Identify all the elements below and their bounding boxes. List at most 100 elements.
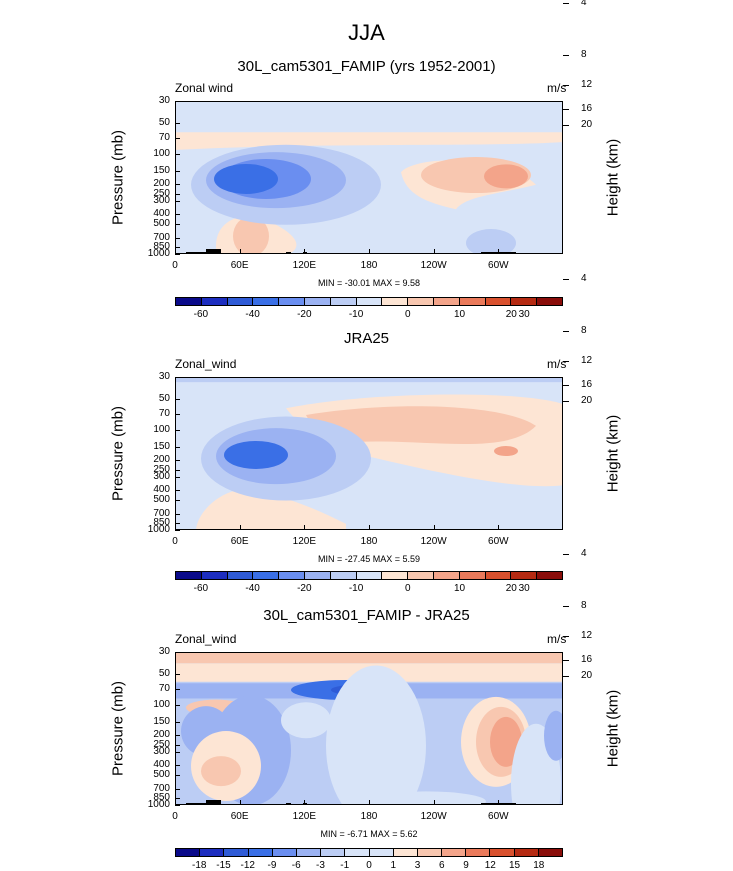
- height-tick-label: 8: [581, 600, 587, 612]
- colorbar-box: [356, 298, 383, 305]
- colorbar-label: 30: [518, 309, 530, 320]
- variable-label: Zonal_wind: [175, 357, 237, 371]
- height-tick-label: 20: [581, 669, 593, 681]
- height-tick-mark: [563, 400, 569, 402]
- colorbar-label: 6: [438, 860, 445, 871]
- contour-max-region: [490, 716, 522, 767]
- colorbar-label: 10: [453, 583, 466, 594]
- colorbar-box: [321, 849, 346, 856]
- height-axis-label: Height (km): [604, 138, 622, 216]
- y-tick-mark: [175, 377, 180, 378]
- y-tick-mark: [175, 789, 180, 791]
- colorbar-label: 20: [505, 583, 517, 594]
- topography: [286, 252, 291, 253]
- colorbar-label: -20: [297, 583, 312, 594]
- y-tick-mark: [175, 246, 180, 248]
- x-tick-label: 60E: [230, 260, 249, 271]
- x-tick-label: 120E: [292, 536, 316, 547]
- y-axis-label: Pressure (mb): [109, 680, 127, 776]
- x-tick-label: 180: [360, 536, 378, 547]
- topography: [286, 803, 291, 804]
- colorbar-label: -6: [291, 860, 301, 871]
- contour-positive-region: [306, 406, 536, 444]
- height-tick-mark: [563, 659, 569, 661]
- y-tick-label: 250: [153, 738, 170, 750]
- height-tick-mark: [563, 675, 569, 677]
- y-tick-mark: [175, 522, 180, 524]
- y-tick-mark: [175, 688, 180, 690]
- contour-svg: [176, 102, 562, 253]
- y-tick-mark: [175, 193, 180, 195]
- x-tick-label: 0: [172, 536, 178, 547]
- colorbar-box: [433, 298, 460, 305]
- height-tick-label: 20: [581, 394, 593, 406]
- contour-plot: [175, 101, 563, 254]
- colorbar-box: [393, 849, 418, 856]
- colorbar-box: [442, 849, 467, 856]
- colorbar-box: [485, 298, 512, 305]
- colorbar-box: [382, 572, 409, 579]
- y-tick-mark: [175, 477, 180, 479]
- x-tick-label: 60E: [230, 536, 249, 547]
- x-tick-label: 120W: [420, 811, 447, 822]
- y-tick-mark: [175, 530, 180, 531]
- colorbar-box: [459, 298, 486, 305]
- colorbar-label: 10: [453, 309, 466, 320]
- y-tick-mark: [175, 429, 180, 431]
- topography: [206, 800, 221, 804]
- height-tick-mark: [563, 636, 569, 638]
- x-tick-label: 120W: [420, 260, 447, 271]
- x-tick-label: 120E: [292, 811, 316, 822]
- colorbar-box: [459, 572, 486, 579]
- y-tick-mark: [175, 514, 180, 516]
- height-tick-label: 16: [581, 102, 593, 114]
- units-label: m/s: [547, 81, 567, 95]
- y-tick-mark: [175, 137, 180, 139]
- y-tick-label: 700: [153, 783, 170, 795]
- contour-svg: [176, 378, 562, 529]
- contour-min-region: [224, 440, 288, 469]
- x-tick-mark: [239, 249, 241, 254]
- colorbar-box: [514, 849, 539, 856]
- min-max-label: MIN = -30.01 MAX = 9.58: [317, 278, 421, 288]
- x-tick-label: 0: [172, 811, 178, 822]
- colorbar-label: -15: [216, 860, 231, 871]
- y-tick-label: 100: [153, 147, 170, 159]
- height-tick-mark: [563, 606, 569, 608]
- y-tick-label: 150: [153, 716, 170, 728]
- y-tick-label: 70: [158, 131, 170, 143]
- units-label: m/s: [547, 632, 567, 646]
- height-tick-label: 4: [581, 273, 587, 285]
- colorbar: [175, 571, 563, 580]
- y-tick-label: 50: [158, 668, 170, 680]
- y-tick-label: 100: [153, 698, 170, 710]
- contour-plot: [175, 652, 563, 805]
- height-axis-label: Height (km): [604, 414, 622, 492]
- x-tick-mark: [304, 800, 306, 805]
- contour-min-region: [214, 163, 278, 194]
- colorbar-label: -3: [316, 860, 325, 871]
- y-tick-mark: [175, 734, 180, 736]
- colorbar-box: [279, 572, 305, 579]
- colorbar-box: [227, 572, 254, 579]
- x-tick-label: 60W: [488, 811, 509, 822]
- colorbar-box: [272, 849, 297, 856]
- height-tick-mark: [563, 384, 569, 386]
- height-tick-label: 12: [581, 79, 593, 91]
- colorbar-box: [201, 298, 228, 305]
- x-tick-label: 60W: [488, 536, 509, 547]
- y-tick-label: 850: [153, 791, 170, 803]
- colorbar-label: -1: [340, 860, 350, 871]
- x-tick-mark: [498, 800, 500, 805]
- x-tick-label: 120E: [292, 260, 316, 271]
- contour-region: [366, 791, 486, 804]
- y-tick-mark: [175, 447, 180, 449]
- x-tick-mark: [369, 525, 370, 530]
- colorbar-box: [279, 298, 305, 305]
- height-tick-label: 12: [581, 630, 593, 642]
- colorbar-box: [253, 298, 280, 305]
- y-tick-mark: [175, 459, 180, 461]
- height-tick-mark: [563, 85, 569, 87]
- y-tick-label: 70: [158, 407, 170, 419]
- y-tick-label: 1000: [147, 524, 170, 535]
